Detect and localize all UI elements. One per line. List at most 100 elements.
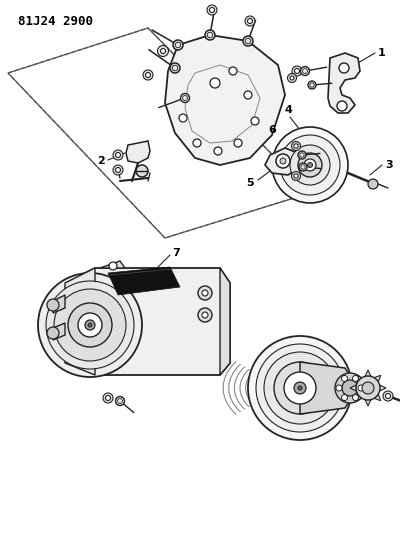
Polygon shape — [374, 394, 381, 401]
Text: 1: 1 — [378, 48, 386, 58]
Circle shape — [116, 152, 120, 157]
Circle shape — [335, 373, 365, 403]
Polygon shape — [350, 385, 356, 391]
Circle shape — [160, 49, 166, 53]
Circle shape — [170, 63, 180, 73]
Text: 3: 3 — [385, 160, 393, 170]
Circle shape — [103, 393, 113, 403]
Circle shape — [78, 313, 102, 337]
Circle shape — [146, 72, 150, 77]
Text: 81J24 2900: 81J24 2900 — [18, 15, 93, 28]
Circle shape — [68, 303, 112, 347]
Circle shape — [116, 397, 124, 406]
Circle shape — [54, 289, 126, 361]
Polygon shape — [365, 400, 371, 406]
Polygon shape — [165, 35, 285, 165]
Circle shape — [202, 290, 208, 296]
Circle shape — [300, 67, 310, 76]
Text: 4: 4 — [284, 105, 292, 115]
Polygon shape — [65, 268, 230, 375]
Circle shape — [362, 382, 374, 394]
Circle shape — [294, 382, 306, 394]
Circle shape — [299, 163, 307, 171]
Polygon shape — [355, 394, 362, 401]
Circle shape — [292, 172, 300, 181]
Circle shape — [298, 153, 322, 177]
Circle shape — [308, 81, 316, 89]
Circle shape — [38, 273, 142, 377]
Circle shape — [337, 101, 347, 111]
Circle shape — [304, 159, 316, 171]
Circle shape — [308, 163, 312, 167]
Circle shape — [193, 139, 201, 147]
Circle shape — [368, 179, 378, 189]
Polygon shape — [328, 53, 360, 113]
Circle shape — [109, 262, 117, 270]
Circle shape — [256, 344, 344, 432]
Circle shape — [173, 40, 183, 50]
Circle shape — [229, 67, 237, 75]
Circle shape — [294, 69, 300, 74]
Circle shape — [352, 375, 358, 382]
Circle shape — [294, 144, 298, 148]
Text: 6: 6 — [268, 125, 276, 135]
Circle shape — [158, 45, 168, 56]
Circle shape — [202, 312, 208, 318]
Polygon shape — [380, 385, 386, 391]
Circle shape — [210, 78, 220, 88]
Circle shape — [85, 320, 95, 330]
Circle shape — [245, 16, 255, 26]
Polygon shape — [265, 148, 300, 175]
Circle shape — [47, 327, 59, 339]
Circle shape — [143, 70, 153, 80]
Polygon shape — [65, 268, 95, 375]
Circle shape — [198, 308, 212, 322]
Circle shape — [386, 393, 390, 399]
Polygon shape — [365, 370, 371, 376]
Circle shape — [116, 167, 120, 173]
Circle shape — [336, 385, 342, 391]
Circle shape — [274, 362, 326, 414]
Circle shape — [244, 91, 252, 99]
Circle shape — [288, 74, 296, 83]
Circle shape — [207, 5, 217, 15]
Polygon shape — [100, 261, 125, 268]
Circle shape — [47, 299, 59, 311]
Polygon shape — [53, 295, 65, 313]
Circle shape — [292, 141, 300, 150]
Polygon shape — [220, 268, 230, 375]
Circle shape — [352, 394, 358, 400]
Circle shape — [292, 66, 302, 76]
Circle shape — [358, 385, 364, 391]
Circle shape — [280, 158, 286, 164]
Circle shape — [342, 380, 358, 396]
Circle shape — [264, 352, 336, 424]
Circle shape — [46, 281, 134, 369]
Circle shape — [298, 386, 302, 390]
Circle shape — [248, 336, 352, 440]
Circle shape — [290, 145, 330, 185]
Circle shape — [276, 154, 290, 168]
Circle shape — [280, 135, 340, 195]
Circle shape — [198, 286, 212, 300]
Circle shape — [179, 114, 187, 122]
Circle shape — [214, 147, 222, 155]
Circle shape — [383, 391, 393, 401]
Polygon shape — [355, 375, 362, 382]
Circle shape — [251, 117, 259, 125]
Polygon shape — [53, 323, 65, 340]
Circle shape — [243, 36, 253, 46]
Circle shape — [210, 7, 214, 12]
Circle shape — [342, 375, 348, 382]
Circle shape — [248, 19, 252, 23]
Circle shape — [290, 76, 294, 80]
Circle shape — [339, 63, 349, 73]
Circle shape — [298, 151, 306, 159]
Circle shape — [356, 376, 380, 400]
Polygon shape — [108, 267, 180, 295]
Circle shape — [136, 165, 148, 177]
Circle shape — [113, 165, 123, 175]
Circle shape — [180, 93, 190, 102]
Circle shape — [284, 372, 316, 404]
Circle shape — [205, 30, 215, 40]
